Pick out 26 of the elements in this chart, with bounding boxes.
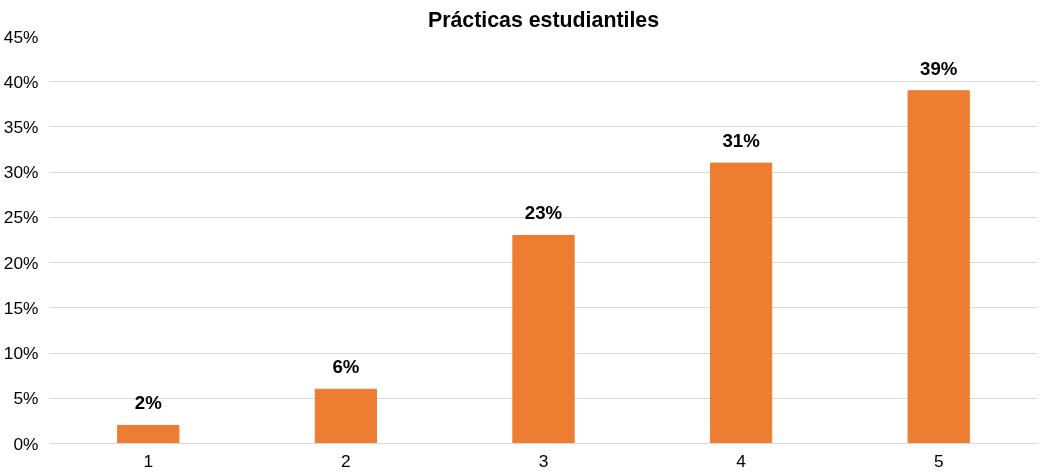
data-label: 39%: [920, 57, 958, 79]
bar: [709, 162, 773, 444]
bar: [314, 388, 378, 444]
y-tick-label: 15%: [3, 297, 39, 318]
x-tick-label: 5: [933, 450, 944, 471]
data-label: 23%: [524, 202, 563, 224]
bar: [512, 234, 575, 444]
y-tick-label: 30%: [3, 162, 39, 183]
x-tick-label: 1: [143, 450, 154, 471]
x-tick-label: 4: [736, 450, 747, 471]
y-tick-label: 0%: [13, 433, 39, 454]
x-tick-label: 3: [538, 450, 549, 471]
x-tick-label: 2: [341, 450, 351, 471]
data-label: 2%: [134, 392, 163, 414]
y-tick-label: 25%: [3, 207, 39, 228]
y-tick-label: 40%: [3, 71, 39, 92]
y-tick-label: 35%: [3, 116, 39, 137]
y-tick-label: 5%: [13, 388, 39, 409]
y-tick-label: 20%: [3, 252, 39, 273]
y-tick-label: 10%: [3, 343, 39, 364]
bar: [907, 90, 970, 444]
chart-title: Prácticas estudiantiles: [427, 7, 660, 32]
bar: [117, 424, 180, 444]
data-label: 6%: [332, 356, 360, 378]
data-label: 31%: [722, 130, 761, 152]
y-tick-label: 45%: [3, 26, 39, 47]
